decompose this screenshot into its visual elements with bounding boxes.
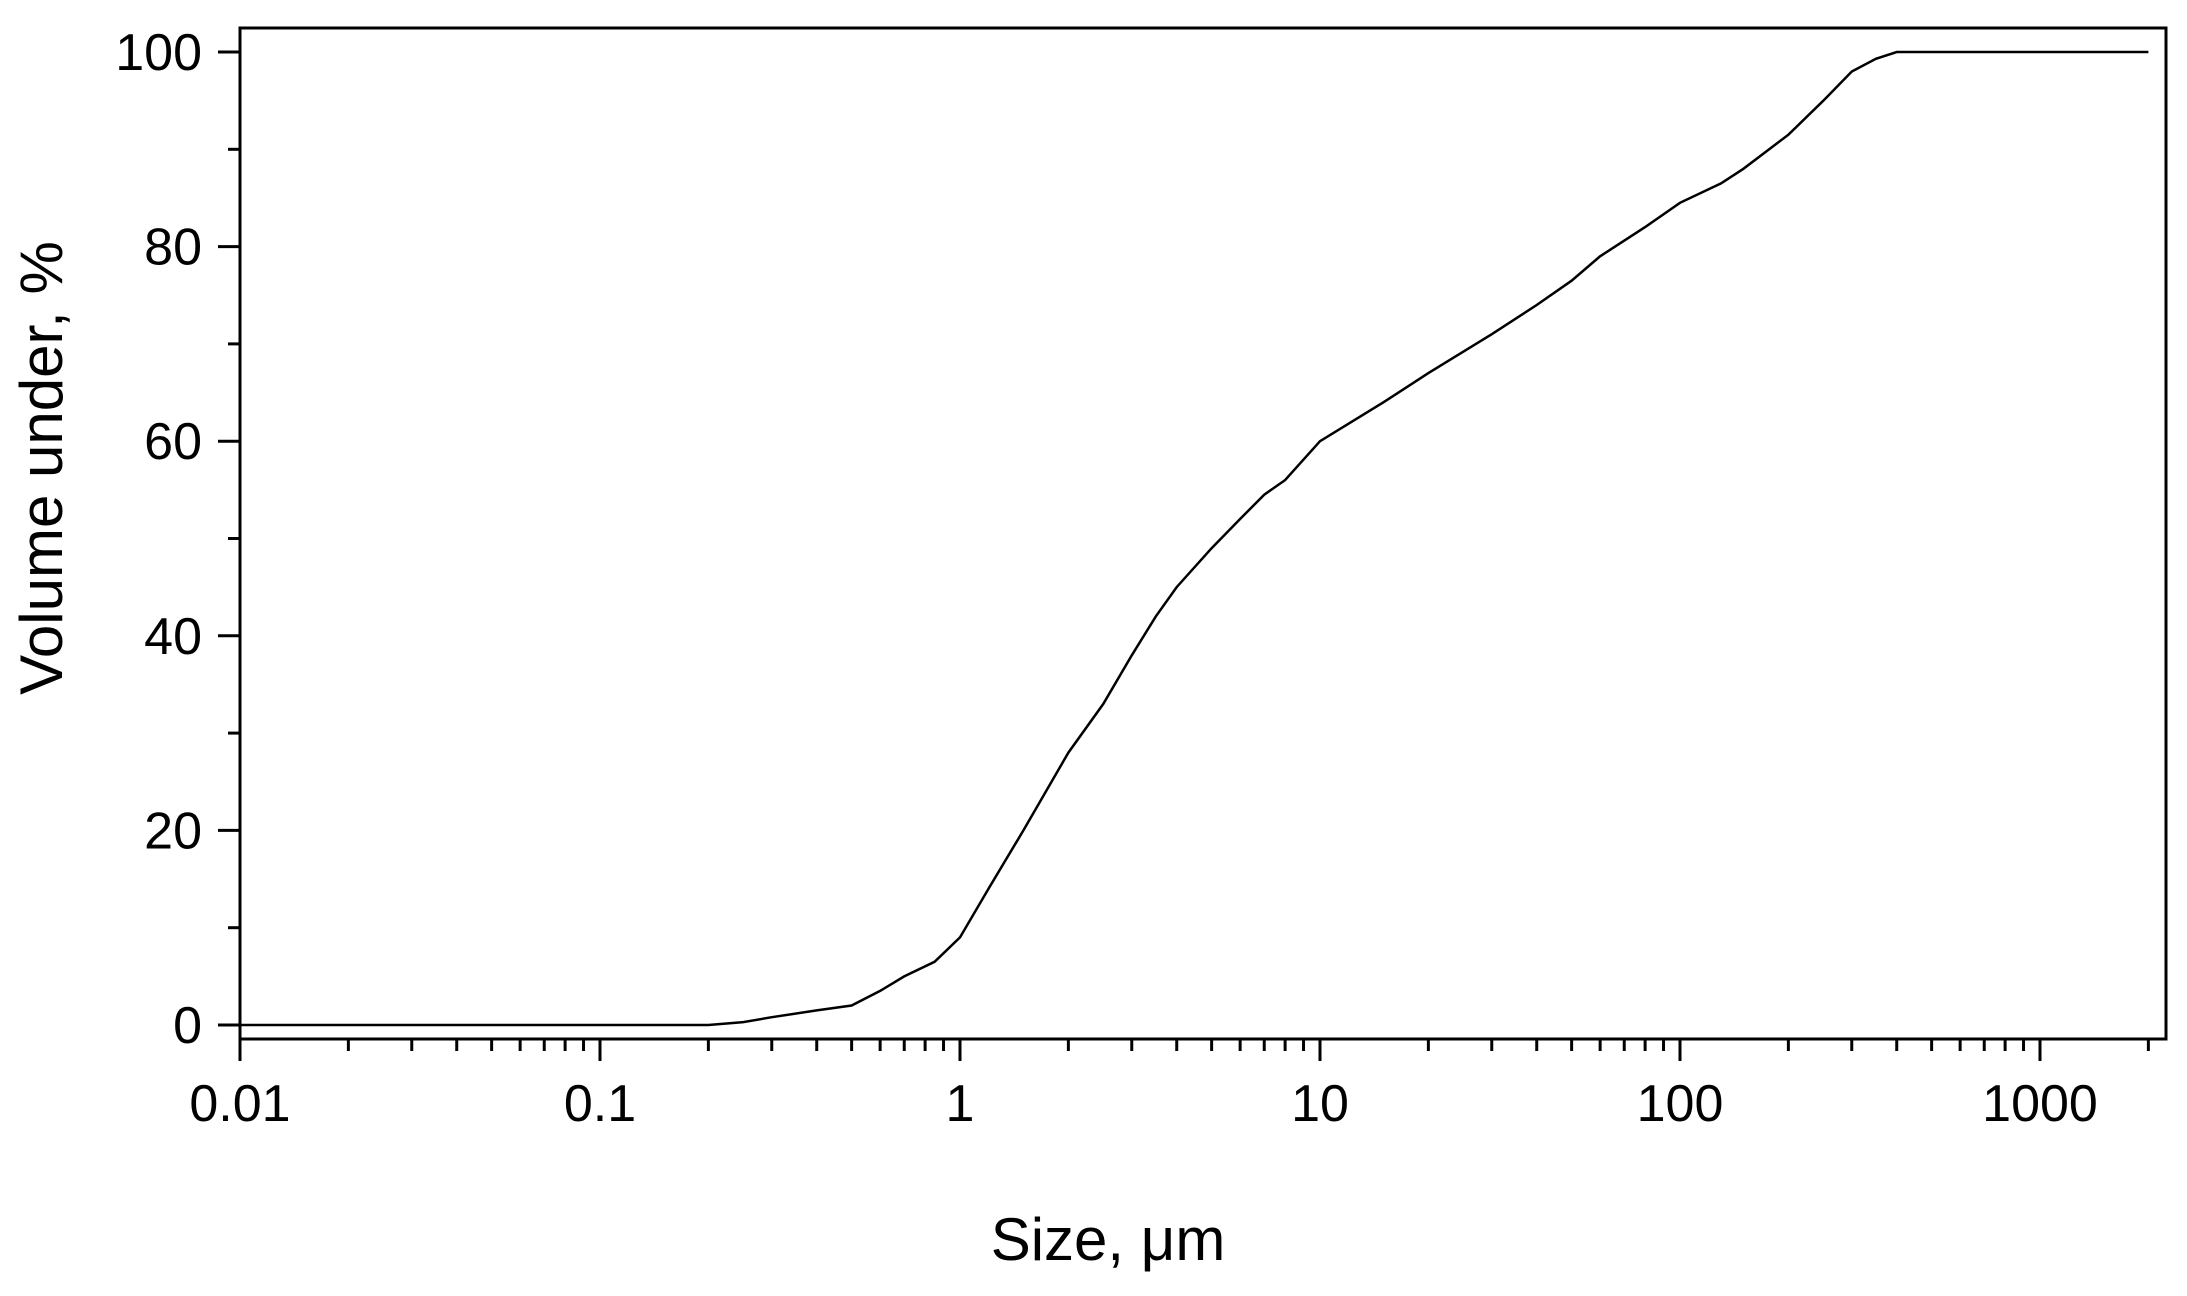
y-tick-label: 20 — [144, 802, 202, 860]
x-tick-label: 0.01 — [189, 1075, 290, 1133]
axis-ticks — [218, 50, 2150, 1061]
x-tick-label: 1 — [946, 1075, 975, 1133]
series-line — [240, 50, 2149, 1027]
x-axis-title: Size, μm — [991, 1206, 1226, 1273]
plot-frame — [238, 26, 2168, 1041]
x-tick-label: 10 — [1291, 1075, 1349, 1133]
x-tick-label: 1000 — [1982, 1075, 2098, 1133]
y-tick-label: 100 — [115, 24, 202, 82]
x-tick-label: 100 — [1637, 1075, 1724, 1133]
series-points — [238, 50, 2150, 1027]
y-tick-label: 0 — [173, 997, 202, 1055]
y-axis-title: Volume under, % — [8, 241, 75, 695]
x-tick-label: 0.1 — [564, 1075, 636, 1133]
y-tick-label: 40 — [144, 608, 202, 666]
axis-tick-labels: 0.01 0.1 1 10 100 1000 0 20 40 60 80 100 — [115, 24, 2098, 1133]
y-tick-label: 80 — [144, 219, 202, 277]
y-tick-label: 60 — [144, 413, 202, 471]
